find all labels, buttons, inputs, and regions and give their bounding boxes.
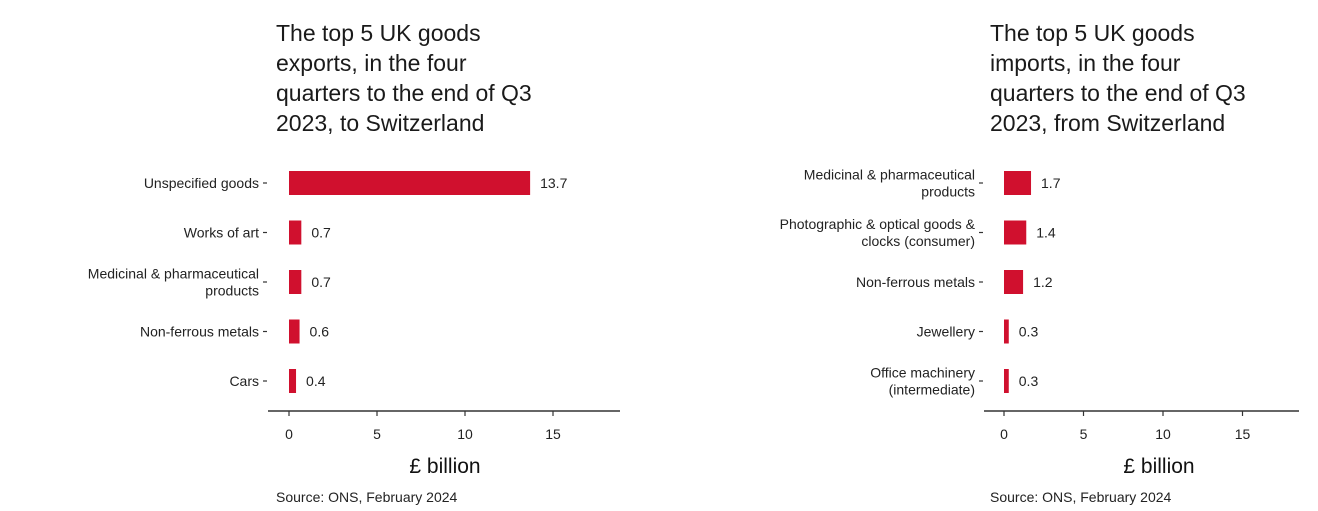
imports-x-tick-label: 15	[1235, 426, 1251, 442]
exports-chart-title: The top 5 UK goods exports, in the four …	[276, 20, 532, 136]
imports-category-label: Office machinery (intermediate)	[870, 365, 975, 398]
imports-chart-title: The top 5 UK goods imports, in the four …	[990, 20, 1246, 136]
exports-value-label: 13.7	[540, 175, 567, 191]
imports-category-label: Medicinal & pharmaceutical products	[804, 167, 975, 200]
imports-x-tick-label: 5	[1080, 426, 1088, 442]
exports-chart-panel: The top 5 UK goods exports, in the four …	[88, 20, 620, 505]
imports-value-label: 0.3	[1019, 373, 1039, 389]
exports-value-label: 0.6	[310, 324, 330, 340]
exports-bar	[289, 369, 297, 393]
imports-category-label: Non-ferrous metals	[856, 274, 975, 290]
imports-value-label: 1.4	[1036, 225, 1056, 241]
imports-category-label: Jewellery	[917, 324, 975, 340]
exports-value-label: 0.7	[311, 274, 331, 290]
exports-category-label: Cars	[229, 373, 259, 389]
exports-value-label: 0.4	[306, 373, 326, 389]
exports-source-note: Source: ONS, February 2024	[276, 489, 458, 505]
exports-chart-plot: 13.7 Unspecified goods 0.7 Works of art 0.7 M…	[88, 171, 620, 478]
imports-bar	[1004, 220, 1027, 245]
exports-category-label: Non-ferrous metals	[140, 324, 259, 340]
imports-x-tick-label: 10	[1155, 426, 1171, 442]
imports-value-label: 0.3	[1019, 324, 1039, 340]
exports-bar	[289, 319, 300, 344]
imports-bar	[1004, 270, 1024, 294]
exports-category-label: Works of art	[184, 225, 259, 241]
imports-source-note: Source: ONS, February 2024	[990, 489, 1172, 505]
exports-category-label: Unspecified goods	[144, 175, 259, 191]
imports-bar	[1004, 369, 1009, 393]
imports-bar	[1004, 171, 1032, 195]
imports-bar	[1004, 319, 1009, 344]
exports-x-tick-label: 15	[545, 426, 561, 442]
exports-x-tick-label: 10	[457, 426, 473, 442]
exports-value-label: 0.7	[311, 225, 331, 241]
imports-chart-panel: The top 5 UK goods imports, in the four …	[659, 0, 1318, 511]
imports-x-tick-label: 0	[1000, 426, 1008, 442]
exports-x-tick-label: 5	[373, 426, 381, 442]
exports-bar	[289, 220, 302, 245]
exports-x-axis-title: £ billion	[409, 455, 480, 478]
imports-category-label: Photographic & optical goods & clocks (co…	[780, 216, 976, 249]
imports-value-label: 1.2	[1033, 274, 1053, 290]
imports-value-label: 1.7	[1041, 175, 1061, 191]
exports-bar	[289, 171, 531, 195]
exports-category-label: Medicinal & pharmaceutical products	[88, 266, 259, 299]
imports-x-axis-title: £ billion	[1123, 455, 1194, 478]
exports-x-tick-label: 0	[285, 426, 293, 442]
imports-chart-plot: 1.7 Medicinal & pharmaceutical products 1.4…	[780, 167, 1299, 478]
exports-bar	[289, 270, 302, 294]
